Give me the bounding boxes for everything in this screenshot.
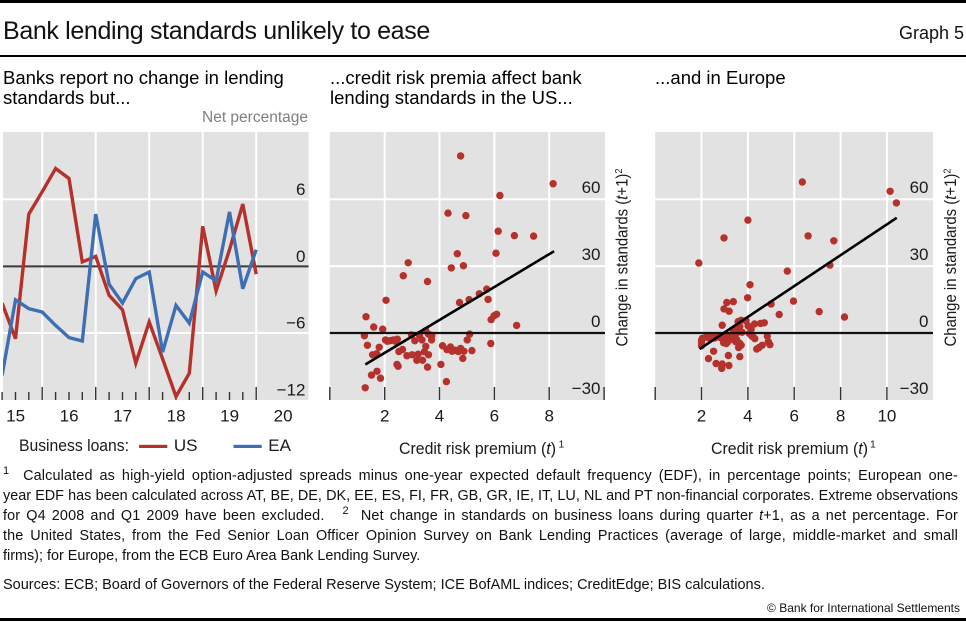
svg-text:EA: EA [268,436,291,455]
svg-text:8: 8 [544,407,553,426]
svg-text:20: 20 [274,407,293,426]
svg-text:16: 16 [60,407,79,426]
svg-text:19: 19 [220,407,239,426]
svg-text:30: 30 [582,245,601,264]
svg-text:15: 15 [6,407,25,426]
svg-text:−6: −6 [286,314,305,333]
svg-text:2: 2 [697,407,706,426]
svg-text:Credit risk premium (t): Credit risk premium (t) [711,439,868,458]
svg-text:0: 0 [919,312,928,331]
svg-text:Business loans:: Business loans: [19,436,129,455]
svg-text:4: 4 [743,407,752,426]
svg-text:4: 4 [435,407,444,426]
svg-text:6: 6 [490,407,499,426]
svg-text:1: 1 [870,439,876,451]
svg-text:0: 0 [591,312,600,331]
svg-text:10: 10 [877,407,896,426]
svg-text:2: 2 [380,407,389,426]
svg-text:6: 6 [789,407,798,426]
svg-text:18: 18 [167,407,186,426]
svg-text:0: 0 [296,247,305,266]
svg-text:Change in standards (t+1)2: Change in standards (t+1)2 [941,168,960,346]
svg-text:Change in standards (t+1)2: Change in standards (t+1)2 [613,168,632,346]
svg-text:60: 60 [910,178,929,197]
svg-text:8: 8 [836,407,845,426]
svg-text:−30: −30 [572,379,601,398]
svg-text:30: 30 [910,245,929,264]
svg-text:−12: −12 [277,381,306,400]
svg-text:−30: −30 [900,379,929,398]
svg-text:US: US [174,436,198,455]
svg-text:17: 17 [113,407,132,426]
svg-text:Credit risk premium (t): Credit risk premium (t) [399,439,556,458]
svg-text:1: 1 [559,439,565,451]
svg-text:60: 60 [582,178,601,197]
svg-text:6: 6 [296,180,305,199]
